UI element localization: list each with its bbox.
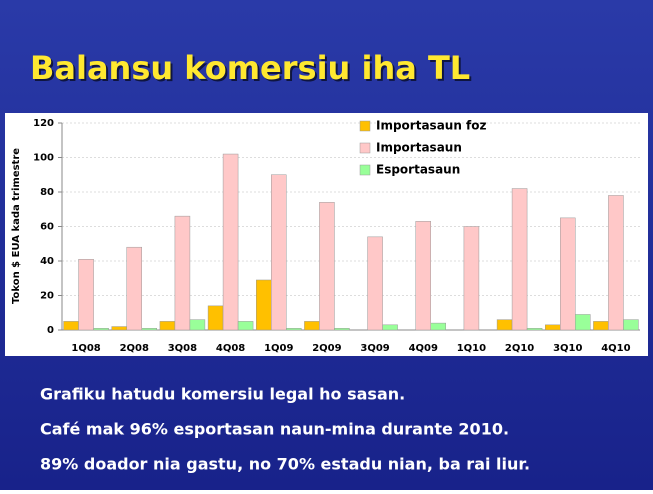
y-tick-label: 100 [33, 153, 54, 164]
bar [207, 305, 224, 331]
x-tick-label: 2Q09 [312, 343, 341, 354]
bar [593, 321, 609, 331]
y-tick-label: 120 [33, 118, 54, 129]
y-axis-label: Tokon $ EUA kada trimestre [11, 148, 22, 304]
bar [141, 328, 157, 331]
bar [63, 321, 79, 331]
x-tick-label: 3Q08 [168, 343, 197, 354]
bar [367, 236, 383, 331]
x-tick-label: 2Q10 [505, 343, 534, 354]
bar [415, 221, 431, 331]
bar [237, 321, 254, 331]
bar [222, 153, 239, 331]
legend-label: Importasaun [376, 141, 462, 155]
bar [623, 319, 639, 331]
chart-title: Balansu komersiu iha TL [30, 49, 470, 87]
bar [463, 226, 480, 331]
chart-title-shadow: Balansu komersiu iha TL [32, 51, 472, 89]
bar [271, 174, 287, 331]
bar [159, 321, 176, 331]
bar [560, 217, 576, 331]
x-tick-label: 3Q10 [553, 343, 582, 354]
bar [334, 328, 350, 331]
bar [526, 328, 543, 331]
bar [189, 319, 206, 331]
x-tick-label: 1Q10 [457, 343, 486, 354]
bar [545, 324, 561, 331]
bar [93, 328, 109, 331]
bar [174, 215, 191, 331]
note: Grafiku hatudu komersiu legal ho sasan. [40, 385, 405, 404]
x-tick-label: 4Q10 [601, 343, 630, 354]
x-tick-label: 2Q08 [120, 343, 149, 354]
bar [430, 322, 446, 331]
y-tick-label: 20 [40, 291, 54, 302]
x-tick-label: 4Q09 [409, 343, 438, 354]
x-tick-label: 3Q09 [360, 343, 389, 354]
bar [496, 319, 513, 331]
x-tick-label: 4Q08 [216, 343, 245, 354]
bar [78, 259, 94, 331]
bar [126, 246, 142, 331]
legend-swatch [359, 164, 371, 176]
bar [608, 195, 624, 331]
note: 89% doador nia gastu, no 70% estadu nian… [40, 455, 530, 474]
bar [575, 314, 591, 331]
bar [286, 328, 302, 331]
y-tick-label: 0 [47, 325, 54, 336]
legend-label: Esportasaun [376, 163, 460, 177]
x-tick-label: 1Q08 [71, 343, 100, 354]
y-tick-label: 40 [40, 256, 54, 267]
y-tick-label: 80 [40, 187, 54, 198]
y-tick-label: 60 [40, 222, 54, 233]
bar [319, 202, 335, 331]
legend-swatch [359, 120, 371, 132]
note: Café mak 96% esportasan naun-mina durant… [40, 420, 509, 439]
x-tick-label: 1Q09 [264, 343, 293, 354]
bar [256, 279, 272, 331]
legend-label: Importasaun foz [376, 119, 487, 133]
bar [382, 324, 398, 331]
bar [511, 188, 528, 331]
bar [304, 321, 320, 331]
bar [111, 326, 127, 331]
legend-swatch [359, 142, 371, 154]
